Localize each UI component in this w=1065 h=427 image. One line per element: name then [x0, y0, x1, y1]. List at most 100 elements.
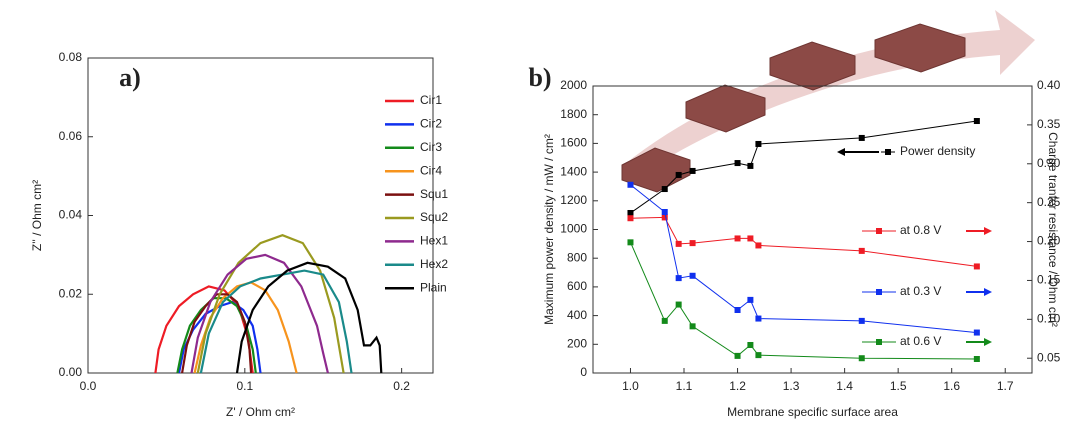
- legend-label: Hex1: [420, 234, 448, 248]
- x-tick-label: 1.6: [943, 379, 960, 393]
- series-label: at 0.3 V: [900, 284, 941, 298]
- tile: [685, 84, 766, 133]
- series-label: Power density: [900, 144, 975, 158]
- arrow-head: [984, 288, 992, 296]
- marker: [661, 214, 668, 221]
- series-line: [235, 261, 383, 374]
- y2-tick-label: 0.30: [1037, 156, 1061, 170]
- marker: [734, 160, 741, 167]
- marker: [627, 215, 634, 222]
- marker: [858, 134, 865, 141]
- marker: [689, 323, 696, 330]
- x-axis-title: Membrane specific surface area: [727, 405, 898, 419]
- marker: [675, 275, 682, 282]
- marker: [858, 355, 865, 362]
- marker: [734, 352, 741, 359]
- marker: [973, 118, 980, 125]
- marker: [627, 181, 634, 188]
- y2-tick-label: 0.40: [1037, 78, 1061, 92]
- arrow-head: [984, 227, 992, 235]
- marker: [973, 263, 980, 270]
- marker: [675, 171, 682, 178]
- series-label: at 0.6 V: [900, 334, 941, 348]
- y-tick-label: 1000: [560, 222, 587, 236]
- panel-label: a): [119, 63, 141, 92]
- marker: [747, 162, 754, 169]
- marker: [627, 209, 634, 216]
- marker: [858, 317, 865, 324]
- legend-marker: [876, 289, 882, 295]
- marker: [627, 239, 634, 246]
- tile: [874, 23, 966, 73]
- y-tick-label: 0.08: [59, 50, 83, 64]
- tile: [769, 41, 856, 91]
- legend-label: Cir4: [420, 163, 442, 177]
- y-tick-label: 200: [567, 336, 587, 350]
- y2-tick-label: 0.15: [1037, 273, 1061, 287]
- y-tick-label: 1600: [560, 136, 587, 150]
- marker: [747, 342, 754, 348]
- y2-tick-label: 0.35: [1037, 117, 1061, 131]
- marker: [755, 315, 762, 322]
- y-tick-label: 1800: [560, 107, 587, 121]
- arrow-head: [837, 148, 845, 156]
- series-label: at 0.8 V: [900, 223, 941, 237]
- x-tick-label: 1.3: [783, 379, 800, 393]
- legend-label: Cir3: [420, 140, 442, 154]
- y-tick-label: 2000: [560, 78, 587, 92]
- x-tick-label: 1.4: [836, 379, 853, 393]
- y-tick-label: 1400: [560, 164, 587, 178]
- panel-label: b): [528, 63, 551, 92]
- y2-tick-label: 0.25: [1037, 195, 1061, 209]
- arrow-head: [984, 338, 992, 346]
- x-tick-label: 0.0: [80, 379, 97, 393]
- y-tick-label: 400: [567, 308, 587, 322]
- legend-label: Cir1: [420, 93, 442, 107]
- membrane-illustration: [621, 10, 1035, 193]
- y-tick-label: 600: [567, 279, 587, 293]
- marker: [734, 235, 741, 242]
- x-tick-label: 1.1: [676, 379, 693, 393]
- marker: [675, 301, 682, 308]
- marker: [755, 352, 762, 359]
- marker: [734, 307, 741, 313]
- y-tick-label: 0: [580, 365, 587, 379]
- y2-tick-label: 0.20: [1037, 234, 1061, 248]
- plot-frame: [592, 85, 1033, 374]
- marker: [858, 247, 865, 254]
- y-tick-label: 0.00: [59, 365, 83, 379]
- legend-marker: [885, 149, 891, 155]
- marker: [973, 329, 980, 336]
- marker: [661, 317, 668, 324]
- legend-label: Cir2: [420, 117, 442, 131]
- marker: [661, 209, 668, 215]
- legend-label: Squ1: [420, 187, 448, 201]
- y-axis-title: Z'' / Ohm cm²: [30, 180, 44, 251]
- y-tick-label: 800: [567, 250, 587, 264]
- y2-axis-title: Charge tranfer resistance / Ohm cm²: [1046, 132, 1060, 327]
- x-tick-label: 1.0: [622, 379, 639, 393]
- x-tick-label: 0.2: [393, 379, 410, 393]
- series-line: [196, 234, 345, 374]
- y-tick-label: 0.06: [59, 129, 83, 143]
- marker: [973, 356, 980, 362]
- marker: [689, 167, 696, 174]
- y-axis-title: Maximum power density / mW / cm²: [542, 134, 556, 325]
- marker: [755, 242, 762, 249]
- x-tick-label: 1.5: [890, 379, 907, 393]
- tiles: [621, 23, 966, 193]
- y-tick-label: 0.02: [59, 286, 83, 300]
- legend-marker: [876, 228, 882, 234]
- x-tick-label: 1.7: [997, 379, 1014, 393]
- plot-frame: [87, 57, 434, 374]
- marker: [747, 296, 754, 303]
- marker: [755, 140, 762, 147]
- legend-marker: [876, 339, 882, 345]
- x-tick-label: 1.2: [729, 379, 746, 393]
- marker: [689, 240, 696, 247]
- marker: [747, 235, 754, 242]
- marker: [661, 186, 668, 193]
- marker: [675, 240, 682, 247]
